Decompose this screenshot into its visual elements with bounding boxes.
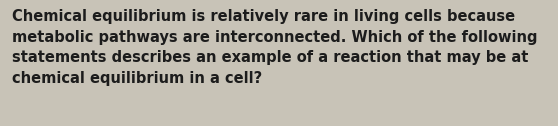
Text: Chemical equilibrium is relatively rare in living cells because
metabolic pathwa: Chemical equilibrium is relatively rare … (12, 9, 538, 86)
